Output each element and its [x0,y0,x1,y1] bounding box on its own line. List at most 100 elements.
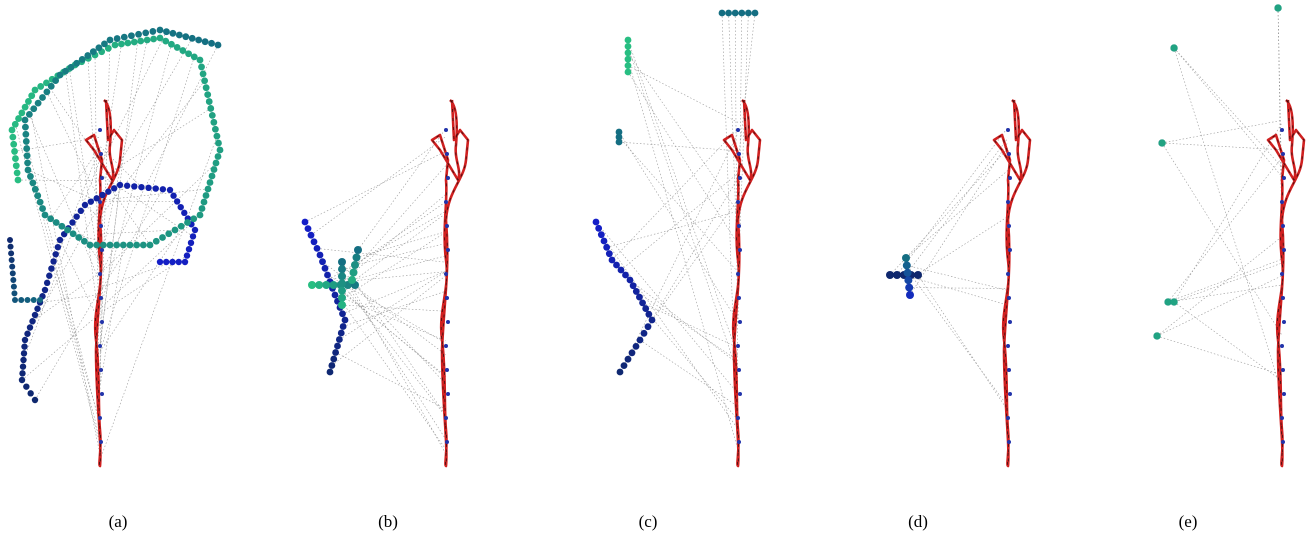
pose [75,234,82,241]
pose [725,10,732,17]
pose [101,40,108,47]
pose [206,98,213,105]
pose [606,250,613,257]
keyframe [1006,128,1010,132]
pose [88,198,94,204]
pose [32,87,39,94]
keyframe [1007,296,1011,300]
pose [105,188,111,194]
correspondence-line [907,265,1008,290]
keyframe [1281,224,1285,228]
keyframe [1280,416,1284,420]
keyframe [1006,344,1010,348]
pose [107,37,114,44]
correspondence-line [1162,143,1282,150]
correspondence-line [621,173,738,270]
pose [73,60,80,67]
keyframe [445,368,449,372]
trajectory-detail [1268,100,1304,466]
pose [338,301,346,309]
pose [1159,139,1166,146]
keyframe [445,224,449,228]
pose [314,245,321,252]
pose [140,242,147,249]
pose [24,331,30,337]
pose [10,141,17,148]
pose [48,265,54,271]
pose [9,264,15,270]
pose [1171,298,1178,305]
pose [11,290,17,296]
pose [11,284,17,290]
pose [87,242,94,249]
keyframe [1007,440,1011,444]
correspondence-line [648,199,738,326]
pose [150,36,157,43]
pose [317,252,324,259]
pose [99,192,105,198]
correspondence-line [305,151,446,222]
pose [14,169,21,176]
pose [26,111,33,118]
keyframe [99,296,103,300]
trajectory [432,100,468,466]
pose [1154,332,1161,339]
pose [645,323,652,330]
keyframe [1007,368,1011,372]
correspondence-line [343,291,446,326]
trajectory [1268,100,1304,466]
correspondence-line [60,240,100,323]
keyframe [446,176,450,180]
pose [135,31,142,38]
pose [649,317,656,324]
pose [191,53,198,60]
pose [205,186,212,193]
pose [32,397,38,403]
pose [43,88,50,95]
pose [160,186,166,192]
pose [209,112,216,119]
keyframe [1006,416,1010,420]
keyframe [1282,176,1286,180]
correspondence-line [1157,276,1282,336]
pose [902,254,910,262]
pose [37,297,43,303]
pose [18,297,24,303]
pose [905,284,913,292]
correspondence-line [628,53,738,212]
pose [157,35,164,42]
pose [319,258,326,265]
pose [167,187,173,193]
correspondence-line [1168,259,1282,302]
keyframe [1280,128,1284,132]
keyframe [737,368,741,372]
pose [637,337,644,344]
pose [23,145,30,152]
correspondence-line [342,276,446,439]
pose [21,350,27,356]
pose [328,362,335,369]
pose [131,183,137,189]
keyframe [1008,248,1012,252]
keyframe [738,248,742,252]
pose [338,258,346,266]
keyframe [445,152,449,156]
correspondence-line [908,216,1008,280]
keyframe [736,128,740,132]
pose [93,195,99,201]
correspondence-line [100,108,211,178]
pose [82,202,88,208]
pose [157,27,164,34]
keyframe [100,176,104,180]
correspondence-line [40,295,100,303]
trajectory-detail [724,100,760,466]
keyframe [738,176,742,180]
keyframe [1281,440,1285,444]
pose [8,244,14,250]
keyframe [1007,152,1011,156]
pose [159,234,166,241]
correspondence-line [326,202,446,285]
pose [332,349,339,356]
correspondence-line [643,303,738,348]
correspondence-line [640,340,738,407]
